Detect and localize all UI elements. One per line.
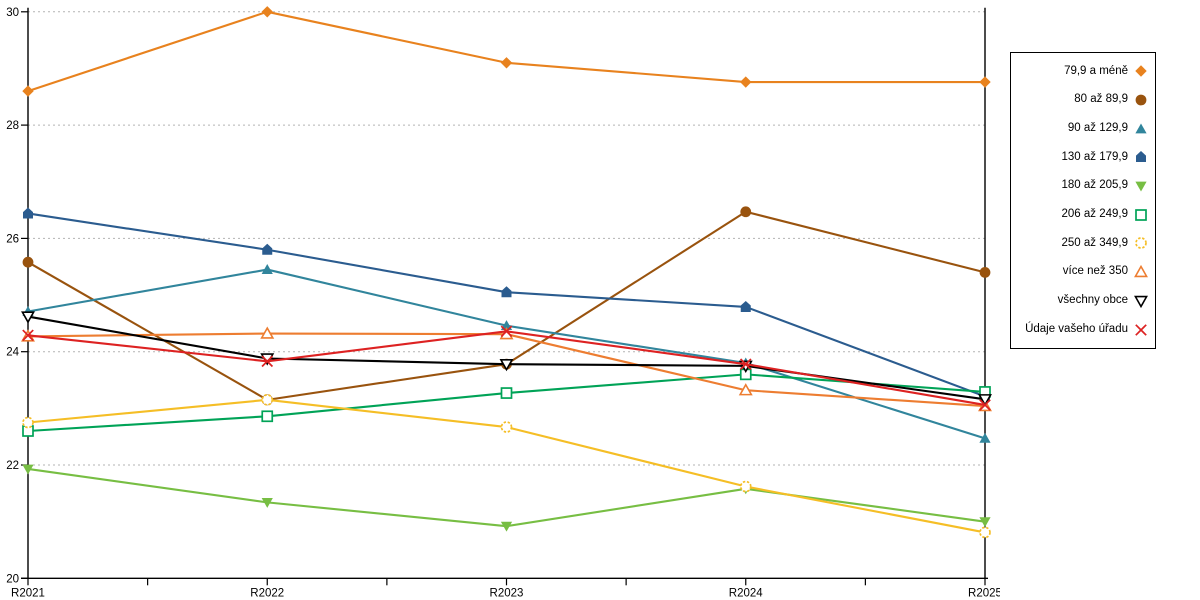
series-1 [22,206,991,406]
plot-area: 20 22 24 26 28 30 R2021 R2022 R2023 R2024 R2025 [6,6,1000,599]
data-point-marker [22,85,34,97]
legend-label: více než 350 [1062,265,1128,278]
y-tick-label: 26 [6,233,19,245]
data-point-marker [740,300,751,312]
legend-item[interactable]: Údaje vašeho úřadu [1015,323,1149,337]
series-line [27,467,986,528]
legend-label: Údaje vašeho úřadu [1025,322,1128,335]
legend-box: 79,9 a méně 80 až 89,9 90 až 129,9 130 a… [1010,52,1156,349]
x-tick-label: R2021 [11,587,45,599]
data-point-marker [1135,181,1147,192]
x-tick-label: R2023 [490,587,524,599]
triangle-down-open-marker-icon [1133,294,1149,308]
y-tick-label: 22 [6,460,19,472]
legend-label: 206 až 249,9 [1061,208,1128,221]
triangle-up-marker-icon [1133,122,1149,136]
legend-label: 90 až 129,9 [1067,121,1128,134]
legend-label: 80 až 89,9 [1074,93,1128,106]
data-point-marker [979,399,991,411]
data-point-marker [739,480,752,493]
data-point-marker [23,207,33,219]
legend-item[interactable]: 250 až 349,9 [1015,236,1149,250]
data-point-marker [500,521,513,532]
data-point-marker [500,421,513,433]
data-point-marker [1134,265,1148,278]
y-tick-label: 24 [6,347,19,359]
data-point-marker [1135,323,1147,336]
series-4 [22,464,991,532]
data-point-marker [261,410,274,423]
triangle-up-open-marker-icon [1133,265,1149,279]
data-point-marker [1136,151,1146,163]
data-point-marker [260,326,275,339]
data-point-marker [1135,237,1147,250]
data-point-marker [21,311,35,324]
pentagon-marker-icon [1133,150,1149,164]
data-point-marker [22,416,34,429]
data-point-marker [979,517,991,528]
series-line [27,210,986,401]
square-open-marker-icon [1133,208,1149,222]
data-point-marker [738,383,753,396]
legend-item[interactable]: 90 až 129,9 [1015,122,1149,136]
data-point-marker [261,264,273,274]
data-point-marker [978,394,992,407]
legend-item[interactable]: 206 až 249,9 [1015,208,1149,222]
data-point-marker [22,464,34,475]
legend-label: 130 až 179,9 [1061,150,1128,163]
data-point-marker [979,76,991,88]
data-point-marker [261,394,274,406]
data-point-marker [740,76,752,88]
triangle-down-marker-icon [1133,179,1149,193]
data-point-marker [1135,65,1147,78]
legend-label: 79,9 a méně [1064,64,1128,77]
data-point-marker [500,325,513,338]
circle-open-marker-icon [1133,236,1149,250]
data-point-marker [500,387,513,399]
legend-item[interactable]: více než 350 [1015,265,1149,279]
data-point-marker [22,329,34,342]
legend-item[interactable]: 180 až 205,9 [1015,179,1149,193]
data-point-marker [1135,208,1147,221]
data-point-marker [1134,295,1148,308]
x-tick-label: R2022 [250,587,284,599]
circle-marker-icon [1133,93,1149,107]
x-tick-label: R2025 [968,587,1000,599]
data-point-marker [262,243,273,255]
data-point-marker [261,6,273,18]
x-marker-icon [1133,323,1149,337]
series-line [27,398,986,534]
data-point-marker [1135,123,1147,134]
data-point-marker [1135,94,1147,106]
legend-label: 250 až 349,9 [1061,236,1128,249]
legend-label: 180 až 205,9 [1061,179,1128,192]
data-point-marker [499,358,514,372]
series-line [27,10,985,93]
y-tick-label: 28 [6,120,19,132]
legend-item[interactable]: 130 až 179,9 [1015,150,1149,164]
legend-item[interactable]: 79,9 a méně [1015,64,1149,78]
data-point-marker [261,497,273,508]
data-point-marker [261,355,274,368]
legend-item[interactable]: všechny obce [1015,294,1149,308]
x-tick-label: R2024 [729,587,763,599]
series-6 [22,394,991,539]
data-point-marker [500,57,513,69]
series-9 [22,325,991,411]
series-0 [22,6,991,97]
series-5 [22,368,991,437]
legend-item[interactable]: 80 až 89,9 [1015,93,1149,107]
y-tick-label: 30 [6,7,19,19]
data-point-marker [979,526,991,539]
diamond-marker-icon [1133,64,1149,78]
legend-label: všechny obce [1057,294,1128,307]
data-point-marker [979,266,991,278]
data-point-marker [501,286,512,298]
data-point-marker [979,432,991,443]
data-point-marker [739,358,752,370]
y-tick-label: 20 [6,573,19,585]
data-point-marker [22,256,34,268]
data-point-marker [740,206,752,218]
